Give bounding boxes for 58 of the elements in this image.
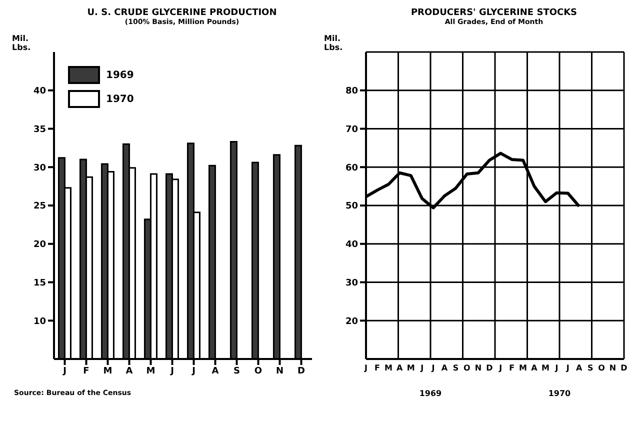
x-tick-label: J xyxy=(430,364,435,373)
chart-title: U. S. CRUDE GLYCERINE PRODUCTION xyxy=(86,8,278,18)
y-axis-title: Mil. Lbs. xyxy=(324,34,344,52)
x-tick-label: D xyxy=(298,366,305,376)
x-tick-label: A xyxy=(212,366,219,376)
x-tick-label: A xyxy=(531,364,538,373)
x-tick-label: O xyxy=(598,364,606,373)
x-tick-label: O xyxy=(464,364,471,373)
y-tick-label: 30 xyxy=(345,278,358,288)
y-tick-label: 25 xyxy=(33,202,46,212)
x-tick-label: D xyxy=(486,364,494,373)
y-tick-label: 15 xyxy=(33,278,46,288)
x-tick-label: O xyxy=(254,366,262,376)
x-tick-label: F xyxy=(374,364,380,373)
x-tick-label: M xyxy=(103,366,112,376)
legend-label: 1970 xyxy=(106,94,134,104)
x-tick-label: A xyxy=(576,364,584,373)
x-tick-label: N xyxy=(276,366,284,376)
x-tick-label: S xyxy=(587,364,594,373)
legend-label: 1969 xyxy=(106,70,134,80)
x-tick-label: S xyxy=(452,364,459,373)
y-axis-title: Mil. Lbs. xyxy=(12,34,32,52)
x-tick-label: M xyxy=(541,364,550,373)
x-tick-label: J xyxy=(191,366,196,376)
x-tick-label: J xyxy=(170,366,174,376)
x-tick-label: J xyxy=(62,366,66,376)
x-tick-label: J xyxy=(565,364,570,373)
x-tick-label: J xyxy=(364,364,368,373)
x-tick-label: A xyxy=(396,364,404,373)
x-tick-label: A xyxy=(126,366,133,376)
x-tick-label: D xyxy=(620,364,628,373)
x-tick-label: F xyxy=(509,364,515,373)
x-tick-label: M xyxy=(519,364,528,373)
x-tick-label: J xyxy=(554,364,558,373)
text: 1970 xyxy=(547,389,572,398)
y-tick-label: 10 xyxy=(33,316,46,327)
y-tick-label: 35 xyxy=(33,124,46,135)
chart-title: PRODUCERS' GLYCERINE STOCKS xyxy=(410,8,578,18)
y-tick-label: 20 xyxy=(345,316,358,327)
x-tick-label: M xyxy=(406,364,415,373)
y-tick-label: 40 xyxy=(345,240,358,250)
x-tick-label: J xyxy=(498,364,502,373)
x-tick-label: M xyxy=(146,366,156,376)
x-tick-label: N xyxy=(609,364,616,373)
y-tick-label: 70 xyxy=(345,124,358,135)
x-tick-label: N xyxy=(474,364,482,373)
y-tick-label: 80 xyxy=(345,86,358,97)
x-tick-label: F xyxy=(83,366,90,376)
y-tick-label: 60 xyxy=(345,163,358,174)
y-tick-label: 50 xyxy=(345,202,358,212)
x-tick-label: M xyxy=(384,364,392,373)
x-tick-label: A xyxy=(441,364,448,373)
text: 1969 xyxy=(418,389,443,398)
x-tick-label: S xyxy=(234,366,240,376)
x-tick-label: J xyxy=(420,364,424,373)
y-tick-label: 30 xyxy=(33,163,46,174)
y-tick-label: 20 xyxy=(33,240,46,250)
y-tick-label: 40 xyxy=(33,86,46,97)
